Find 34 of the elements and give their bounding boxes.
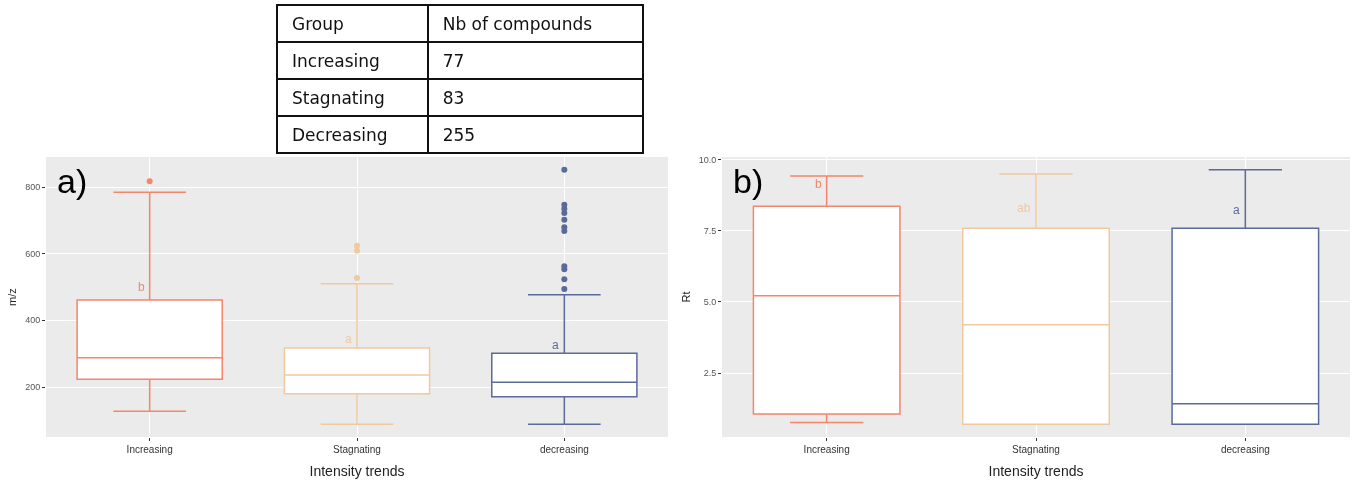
annotation: b <box>138 280 145 294</box>
annotation: a <box>345 332 352 346</box>
y-tick-label: 400 <box>25 315 41 326</box>
x-tick-label: Increasing <box>803 444 850 455</box>
y-tick-label: 2.5 <box>703 368 717 379</box>
x-tick-label: Increasing <box>126 444 173 455</box>
text: Nb of compounds <box>427 5 643 42</box>
y-tick-label: 200 <box>25 382 41 393</box>
chart-title: b) <box>733 162 764 200</box>
y-tick-label: 5.0 <box>703 297 717 308</box>
annotation: b <box>815 177 822 191</box>
annotation: a <box>1233 203 1240 217</box>
y-axis-title: Rt <box>680 291 692 303</box>
y-tick-label: 800 <box>25 182 41 193</box>
y-tick-label: 10.0 <box>698 154 717 165</box>
data-label: 255 <box>427 116 643 153</box>
category-label: Stagnating <box>277 79 428 116</box>
x-tick-label: Stagnating <box>333 444 381 455</box>
y-tick-label: 600 <box>25 248 41 259</box>
data-label: 77 <box>427 42 643 79</box>
data-label: 83 <box>427 79 643 116</box>
annotation: a <box>552 338 559 352</box>
x-tick-label: decreasing <box>1220 444 1270 455</box>
y-tick-label: 7.5 <box>703 226 717 237</box>
x-tick-label: decreasing <box>539 444 589 455</box>
text: Group <box>277 5 428 42</box>
category-label: Increasing <box>277 42 428 79</box>
category-label: Decreasing <box>277 116 428 153</box>
chart-title: a) <box>57 162 88 200</box>
y-axis-title: m/z <box>5 288 18 306</box>
annotation: ab <box>1017 201 1031 215</box>
x-axis-title: Intensity trends <box>309 463 405 480</box>
x-tick-label: Stagnating <box>1012 444 1060 455</box>
x-axis-title: Intensity trends <box>988 463 1084 480</box>
